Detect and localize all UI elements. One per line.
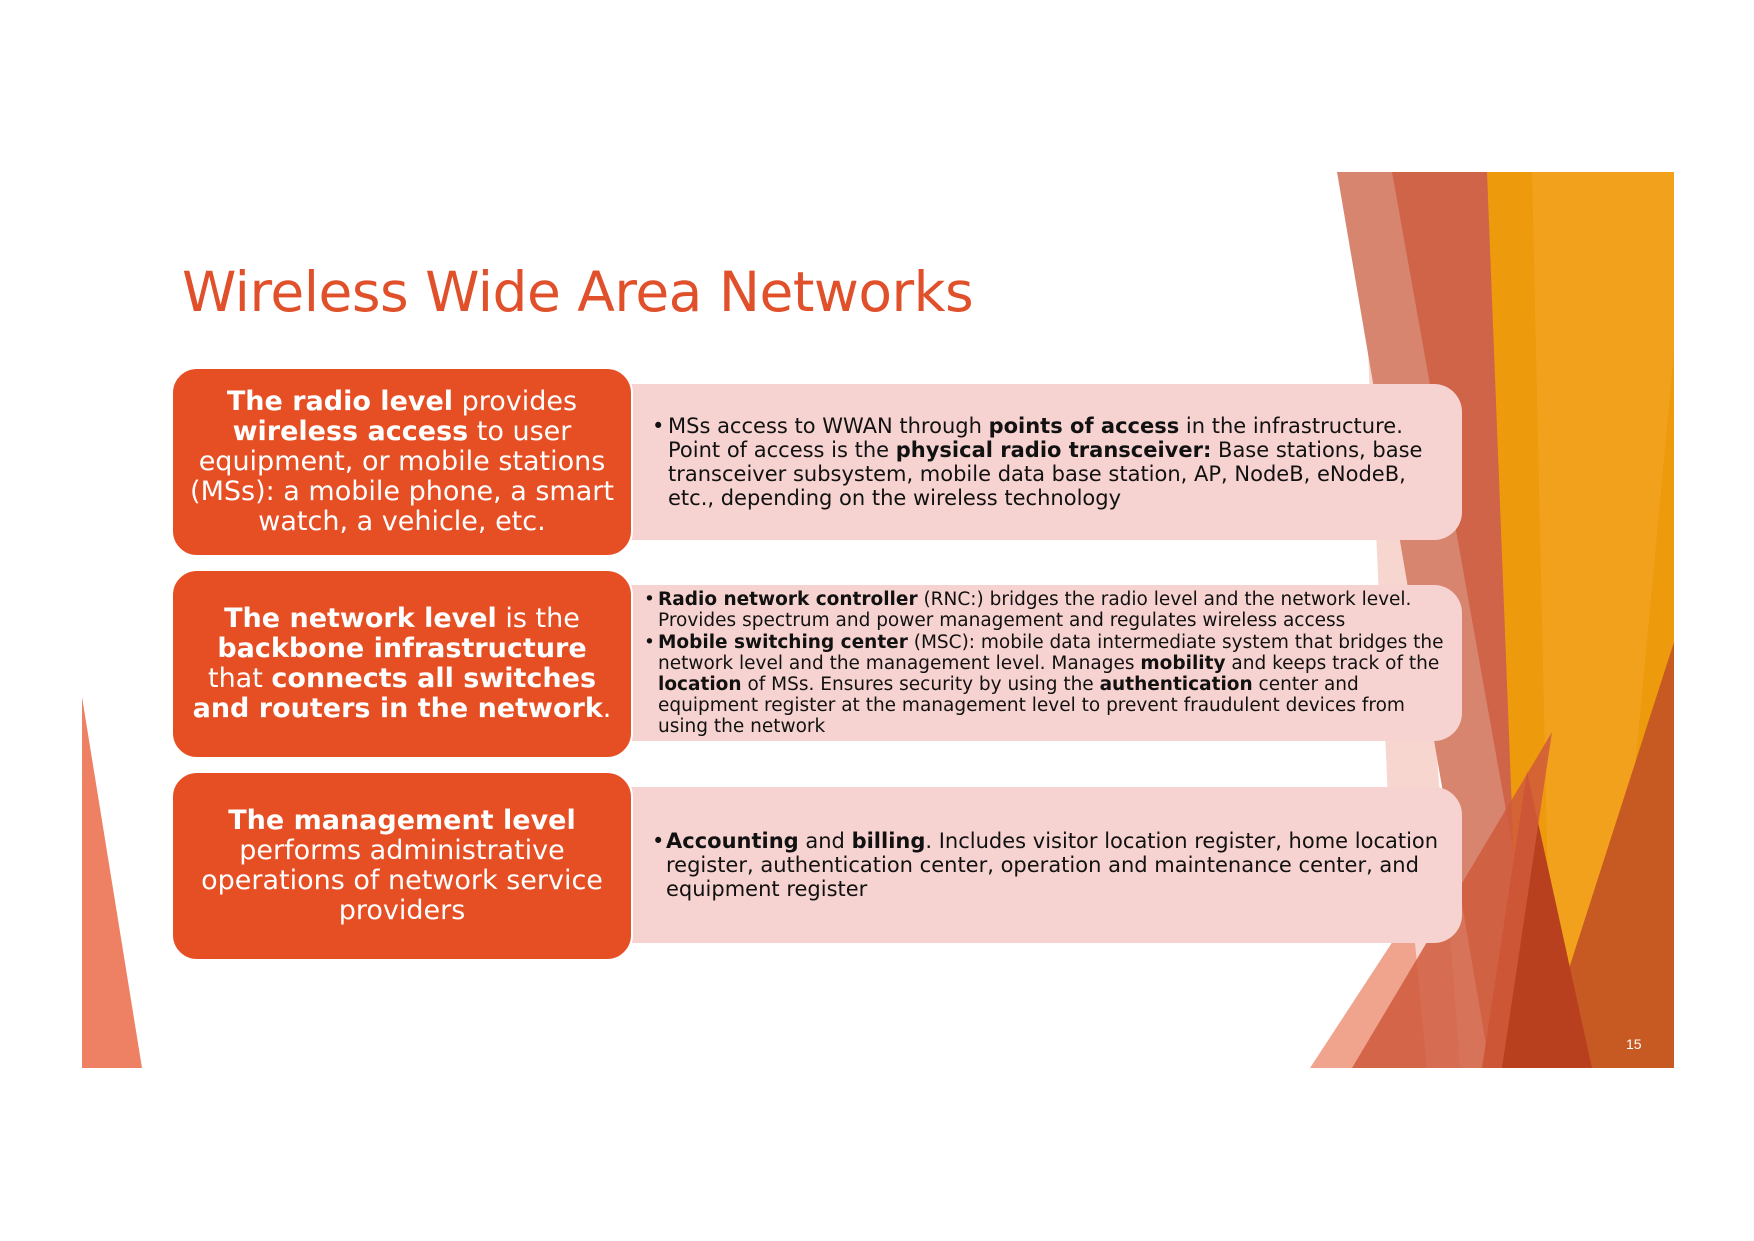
left-salmon-triangle <box>82 697 142 1068</box>
bold-text: mobility <box>1140 653 1226 674</box>
management-level-text: The management level performs administra… <box>187 806 617 926</box>
bullet-text: Accounting and billing. Includes visitor… <box>666 829 1444 901</box>
bullet-text: Mobile switching center (MSC): mobile da… <box>658 632 1452 737</box>
text-run: . Includes visitor location register, ho… <box>666 829 1439 901</box>
network-level-text: The network level is the backbone infras… <box>187 604 617 724</box>
text-run: to user equipment, or mobile stations (M… <box>190 416 614 537</box>
bullet-item: • Mobile switching center (MSC): mobile d… <box>644 632 1452 737</box>
slide: Wireless Wide Area Networks The radio le… <box>82 172 1674 1068</box>
management-level-box: The management level performs administra… <box>171 771 633 961</box>
bullet-text: MSs access to WWAN through points of acc… <box>668 414 1444 510</box>
text-run: is the <box>496 603 580 634</box>
bold-text: The network level <box>224 603 497 634</box>
bold-text: location <box>658 674 742 695</box>
bullet-icon: • <box>644 589 655 610</box>
radio-level-text: The radio level provides wireless access… <box>187 387 617 537</box>
bullet-text: Radio network controller (RNC:) bridges … <box>658 589 1452 631</box>
right-lower-rust-triangle <box>1537 642 1674 1068</box>
bold-text: physical radio transceiver: <box>895 438 1212 462</box>
text-run: performs administrative operations of ne… <box>201 835 603 926</box>
bold-text: wireless access <box>232 416 469 447</box>
text-run: and <box>798 829 852 853</box>
text-run: Base stations, base transceiver subsyste… <box>668 438 1423 510</box>
radio-level-bullets: • MSs access to WWAN through points of ac… <box>652 414 1444 510</box>
bullet-icon: • <box>644 632 655 653</box>
text-run: center and equipment register at the man… <box>658 674 1405 737</box>
bullet-item: • Accounting and billing. Includes visito… <box>652 829 1444 901</box>
radio-level-description: • MSs access to WWAN through points of ac… <box>630 384 1462 540</box>
network-level-bullets: • Radio network controller (RNC:) bridges… <box>644 588 1452 738</box>
management-level-bullets: • Accounting and billing. Includes visito… <box>652 829 1444 901</box>
bold-text: Mobile switching center <box>658 632 908 653</box>
management-level-description: • Accounting and billing. Includes visito… <box>630 787 1462 943</box>
bold-text: connects all switches and routers in the… <box>192 663 603 724</box>
right-orange-light-band <box>1532 172 1674 1068</box>
page-number: 15 <box>1626 1036 1642 1052</box>
bold-text: The radio level <box>226 386 454 417</box>
bullet-item: • Radio network controller (RNC:) bridges… <box>644 589 1452 631</box>
bold-text: billing <box>851 829 926 853</box>
text-run: MSs access to WWAN through <box>668 414 989 438</box>
bold-text: Accounting <box>666 829 799 853</box>
text-run: provides <box>453 386 578 417</box>
network-level-box: The network level is the backbone infras… <box>171 569 633 759</box>
text-run: and keeps track of the <box>1225 653 1440 674</box>
bold-text: points of access <box>988 414 1180 438</box>
bold-text: backbone infrastructure <box>217 633 587 664</box>
bullet-icon: • <box>652 829 665 853</box>
slide-title: Wireless Wide Area Networks <box>182 260 974 324</box>
text-run: that <box>207 663 272 694</box>
text-run: in the infrastructure. Point of access i… <box>668 414 1403 462</box>
radio-level-box: The radio level provides wireless access… <box>171 367 633 557</box>
text-run: . <box>602 693 612 724</box>
bold-text: authentication <box>1099 674 1253 695</box>
bold-text: The management level <box>228 805 576 836</box>
text-run: of MSs. Ensures security by using the <box>741 674 1100 695</box>
bullet-item: • MSs access to WWAN through points of ac… <box>652 414 1444 510</box>
text-run: (MSC): mobile data intermediate system t… <box>658 632 1444 674</box>
bullet-icon: • <box>652 414 665 438</box>
network-level-description: • Radio network controller (RNC:) bridges… <box>630 585 1462 741</box>
text-run: (RNC:) bridges the radio level and the n… <box>658 589 1412 631</box>
bold-text: Radio network controller <box>658 589 918 610</box>
